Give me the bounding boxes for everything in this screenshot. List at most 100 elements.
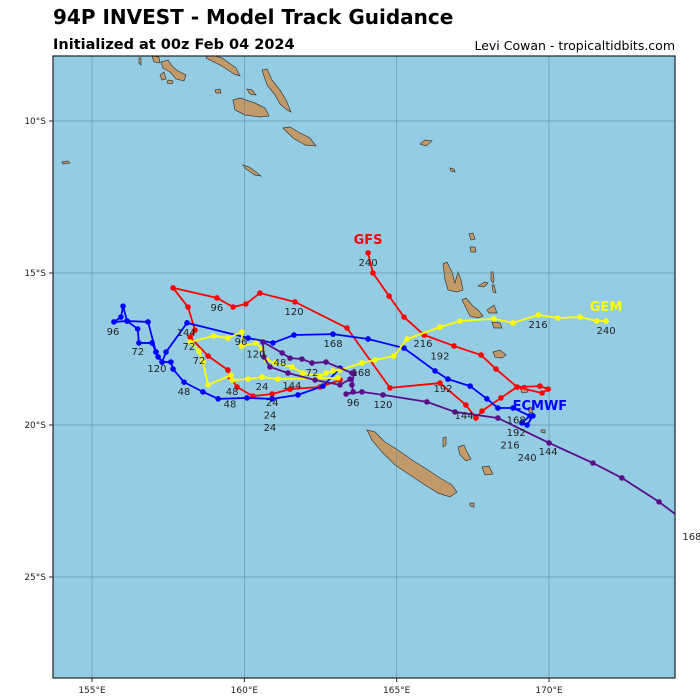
track-point — [347, 376, 353, 382]
gridlines — [53, 56, 675, 678]
forecast-hour-label: 168 — [352, 368, 371, 379]
forecast-hour-label: 192 — [430, 352, 449, 363]
track-point — [309, 360, 315, 366]
track-point — [365, 250, 371, 256]
track-point — [261, 354, 267, 360]
island — [527, 406, 534, 414]
forecast-hour-label: 144 — [454, 411, 473, 422]
track-point — [187, 339, 193, 345]
forecast-hour-label: 240 — [596, 326, 615, 337]
model-name-gfs: GFS — [354, 233, 383, 248]
track-point — [289, 364, 295, 370]
track-point — [330, 368, 336, 374]
island — [261, 68, 292, 113]
track-point — [387, 385, 393, 391]
track-point — [170, 285, 176, 291]
track-point — [343, 391, 349, 397]
track-point — [323, 370, 329, 376]
track-point — [519, 420, 525, 426]
track-point — [230, 304, 236, 310]
track-point — [120, 303, 126, 309]
island — [160, 59, 187, 82]
forecast-hour-label: 24 — [264, 423, 277, 434]
model-name-gem: GEM — [590, 300, 623, 315]
track-point — [537, 383, 543, 389]
track-ecmwf — [111, 303, 536, 428]
track-point — [683, 519, 689, 525]
forecast-hour-label: 216 — [501, 441, 520, 452]
island — [61, 160, 71, 165]
forecast-hour-label: 120 — [373, 400, 392, 411]
track-point — [463, 402, 469, 408]
forecast-hour-label: 96 — [107, 327, 120, 338]
track-point — [323, 359, 329, 365]
island — [492, 349, 507, 359]
track-gfs — [170, 250, 551, 421]
track-point — [510, 320, 516, 326]
island — [442, 436, 447, 448]
track-point — [437, 380, 443, 386]
init-time: Initialized at 00z Feb 04 2024 — [53, 37, 295, 53]
track-point — [404, 336, 410, 342]
track-point — [118, 314, 124, 320]
model-tracks — [111, 250, 689, 525]
x-tick-label: 165°E — [383, 686, 411, 696]
island — [540, 429, 546, 434]
island — [468, 232, 476, 241]
track-point — [243, 301, 249, 307]
forecast-hour-label: 120 — [284, 307, 303, 318]
track-point — [335, 375, 341, 381]
forecast-hour-label: 24 — [266, 398, 279, 409]
island — [491, 321, 503, 329]
track-point — [269, 396, 275, 402]
forecast-hour-label: 72 — [183, 342, 196, 353]
track-point — [153, 349, 159, 355]
island — [419, 139, 433, 147]
track-point — [234, 384, 240, 390]
track-point — [269, 391, 275, 397]
island — [151, 56, 161, 64]
forecast-hour-label: 48 — [224, 399, 237, 410]
track-point — [337, 382, 343, 388]
track-point — [287, 355, 293, 361]
track-model-3 — [260, 339, 689, 525]
track-point — [145, 319, 151, 325]
forecast-hour-label: 216 — [529, 320, 548, 331]
track-point — [473, 415, 479, 421]
track-point — [546, 440, 552, 446]
island — [481, 465, 494, 476]
track-point — [159, 359, 165, 365]
forecast-hour-label: 48 — [226, 387, 239, 398]
track-point — [257, 290, 263, 296]
track-point — [245, 335, 251, 341]
track-point — [275, 376, 281, 382]
track-point — [292, 299, 298, 305]
island — [159, 71, 167, 81]
island — [476, 281, 489, 288]
axis-ticks: 155°E 160°E 165°E 170°E 10°S 15°S 20°S 25°S — [24, 117, 563, 696]
track-point — [270, 340, 276, 346]
track-point — [291, 332, 297, 338]
track-point — [245, 376, 251, 382]
track-point — [493, 366, 499, 372]
island — [457, 444, 472, 462]
track-point — [351, 370, 357, 376]
track-point — [239, 343, 245, 349]
track-point — [253, 340, 259, 346]
track-point — [478, 352, 484, 358]
track-point — [225, 367, 231, 373]
forecast-hour-label: 192 — [433, 384, 452, 395]
track-point — [300, 370, 306, 376]
track-point — [530, 413, 536, 419]
track-point — [149, 340, 155, 346]
forecast-hour-label: 96 — [211, 303, 224, 314]
island — [282, 126, 317, 147]
track-point — [350, 389, 356, 395]
track-point — [124, 318, 130, 324]
forecast-hour-label: 168 — [682, 532, 700, 543]
track-point — [437, 324, 443, 330]
ocean — [53, 56, 675, 678]
track-point — [577, 314, 583, 320]
track-point — [451, 343, 457, 349]
